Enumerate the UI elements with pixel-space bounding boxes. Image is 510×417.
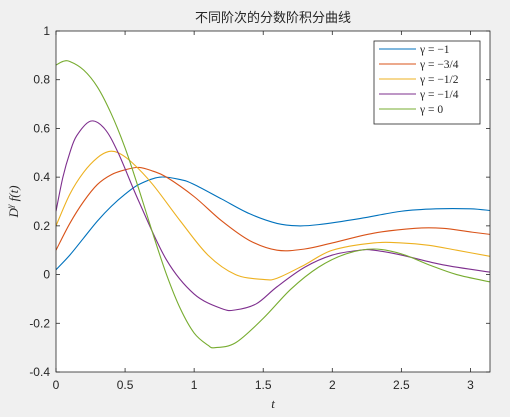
legend-entry-label: γ = 0	[419, 104, 443, 116]
y-tick-label: -0.2	[29, 316, 50, 330]
y-tick-label: 0	[43, 268, 50, 282]
legend-entry-label: γ = −1	[419, 44, 450, 56]
y-tick-label: 0.8	[33, 73, 50, 87]
x-tick-label: 2.5	[393, 378, 410, 392]
series-line-2	[56, 166, 490, 252]
x-tick-label: 1.5	[255, 378, 272, 392]
y-tick-label: -0.4	[29, 365, 50, 379]
y-axis-label: Dγ f(t)	[5, 185, 21, 218]
series-line-5	[56, 60, 490, 349]
series-layer	[56, 60, 490, 349]
legend-entry-label: γ = −1/2	[419, 74, 459, 86]
series-line-3	[56, 150, 490, 281]
legend-box	[373, 40, 481, 125]
x-tick-label: 3	[467, 378, 474, 392]
y-tick-label: 0.6	[33, 121, 50, 135]
x-tick-label: 2	[329, 378, 336, 392]
tick-layer: 0 0.5 1 1.5 2 2.5 3 -0.4 -0.2 0 0.2 0.4 0.6 0.8 1	[29, 24, 490, 392]
x-tick-label: 0.5	[117, 378, 134, 392]
series-line-1	[56, 176, 490, 271]
y-tick-label: 0.4	[33, 170, 50, 184]
y-tick-label: 1	[43, 24, 50, 38]
chart-title: 不同阶次的分数阶积分曲线	[195, 10, 351, 26]
legend-entry-label: γ = −3/4	[419, 59, 459, 71]
axes-frame	[55, 30, 491, 373]
x-tick-label: 1	[191, 378, 198, 392]
x-tick-label: 0	[53, 378, 60, 392]
legend-entry-label: γ = −1/4	[419, 89, 459, 101]
legend: γ = −1 γ = −3/4 γ = −1/2 γ = −1/4 γ = 0	[373, 40, 481, 125]
y-tick-label: 0.2	[33, 219, 50, 233]
x-axis-label: t	[271, 396, 275, 411]
